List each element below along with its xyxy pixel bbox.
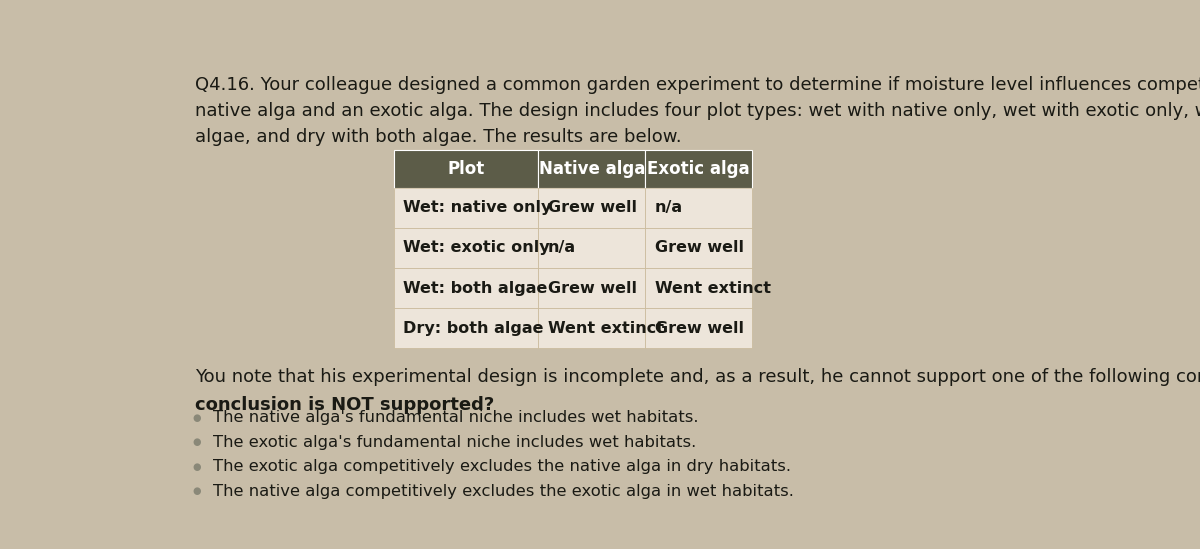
- FancyBboxPatch shape: [394, 268, 539, 308]
- Text: Dry: both algae: Dry: both algae: [403, 321, 544, 335]
- Text: Plot: Plot: [448, 160, 485, 178]
- Text: ●: ●: [192, 437, 200, 447]
- Text: Native alga: Native alga: [539, 160, 644, 178]
- FancyBboxPatch shape: [394, 228, 539, 268]
- FancyBboxPatch shape: [394, 308, 539, 348]
- Text: The native alga competitively excludes the exotic alga in wet habitats.: The native alga competitively excludes t…: [214, 484, 794, 498]
- FancyBboxPatch shape: [539, 150, 646, 188]
- FancyBboxPatch shape: [646, 228, 752, 268]
- Text: You note that his experimental design is incomplete and, as a result, he cannot : You note that his experimental design is…: [194, 368, 1200, 386]
- Text: Grew well: Grew well: [547, 200, 636, 215]
- FancyBboxPatch shape: [394, 150, 539, 188]
- Text: Wet: exotic only: Wet: exotic only: [403, 240, 550, 255]
- Text: The exotic alga's fundamental niche includes wet habitats.: The exotic alga's fundamental niche incl…: [214, 435, 696, 450]
- FancyBboxPatch shape: [646, 150, 752, 188]
- Text: n/a: n/a: [654, 200, 683, 215]
- Text: Went extinct: Went extinct: [654, 281, 770, 295]
- Text: Went extinct: Went extinct: [547, 321, 664, 335]
- FancyBboxPatch shape: [539, 188, 646, 228]
- Text: Q4.16. Your colleague designed a common garden experiment to determine if moistu: Q4.16. Your colleague designed a common …: [194, 76, 1200, 146]
- Text: n/a: n/a: [547, 240, 576, 255]
- Text: ●: ●: [192, 462, 200, 472]
- Text: Wet: native only: Wet: native only: [403, 200, 552, 215]
- Text: Grew well: Grew well: [654, 240, 744, 255]
- FancyBboxPatch shape: [539, 308, 646, 348]
- FancyBboxPatch shape: [646, 308, 752, 348]
- Text: The native alga's fundamental niche includes wet habitats.: The native alga's fundamental niche incl…: [214, 410, 698, 425]
- Text: The exotic alga competitively excludes the native alga in dry habitats.: The exotic alga competitively excludes t…: [214, 459, 791, 474]
- Text: Grew well: Grew well: [547, 281, 636, 295]
- FancyBboxPatch shape: [646, 268, 752, 308]
- Text: Wet: both algae: Wet: both algae: [403, 281, 547, 295]
- FancyBboxPatch shape: [394, 188, 539, 228]
- Text: ●: ●: [192, 486, 200, 496]
- Text: conclusion is NOT supported?: conclusion is NOT supported?: [194, 396, 494, 414]
- Text: ●: ●: [192, 413, 200, 423]
- FancyBboxPatch shape: [539, 228, 646, 268]
- FancyBboxPatch shape: [646, 188, 752, 228]
- Text: Grew well: Grew well: [654, 321, 744, 335]
- FancyBboxPatch shape: [539, 268, 646, 308]
- Text: Exotic alga: Exotic alga: [647, 160, 750, 178]
